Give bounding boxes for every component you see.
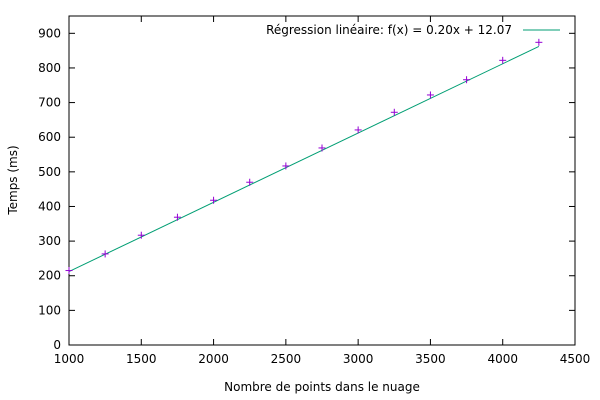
y-axis: 0 100 200 300 400 500 600 700 800 900 <box>38 26 575 352</box>
x-tick-label: 1000 <box>54 352 85 366</box>
x-tick-label: 2000 <box>198 352 229 366</box>
y-tick-label: 700 <box>38 96 61 110</box>
x-tick-label: 1500 <box>126 352 157 366</box>
y-tick-label: 0 <box>53 338 61 352</box>
x-axis: 1000 1500 2000 2500 3000 3500 4000 4500 <box>54 16 591 366</box>
data-point <box>463 76 471 84</box>
x-tick-label: 3000 <box>343 352 374 366</box>
y-tick-label: 900 <box>38 26 61 40</box>
y-tick-label: 800 <box>38 61 61 75</box>
data-point <box>246 178 254 186</box>
x-tick-label: 4000 <box>487 352 518 366</box>
y-tick-label: 600 <box>38 130 61 144</box>
data-point <box>137 231 145 239</box>
data-point <box>101 250 109 258</box>
data-point <box>282 162 290 170</box>
y-tick-label: 200 <box>38 269 61 283</box>
data-point <box>426 91 434 99</box>
x-tick-label: 2500 <box>271 352 302 366</box>
data-point <box>535 38 543 46</box>
regression-line <box>68 46 540 273</box>
y-axis-label: Temps (ms) <box>6 145 20 215</box>
x-tick-label: 3500 <box>415 352 446 366</box>
plot-frame <box>68 15 576 346</box>
data-point <box>210 196 218 204</box>
x-tick-label: 4500 <box>560 352 591 366</box>
data-point <box>354 126 362 134</box>
x-axis-label: Nombre de points dans le nuage <box>224 380 420 394</box>
data-point <box>499 56 507 64</box>
data-point <box>65 267 73 275</box>
data-point <box>390 108 398 116</box>
y-tick-label: 300 <box>38 234 61 248</box>
legend-label: Régression linéaire: f(x) = 0.20x + 12.0… <box>266 23 512 37</box>
series-layer <box>65 38 543 275</box>
data-point <box>318 144 326 152</box>
y-tick-label: 500 <box>38 165 61 179</box>
data-point <box>173 213 181 221</box>
y-tick-label: 100 <box>38 303 61 317</box>
legend: Régression linéaire: f(x) = 0.20x + 12.0… <box>266 23 560 37</box>
y-tick-label: 400 <box>38 199 61 213</box>
